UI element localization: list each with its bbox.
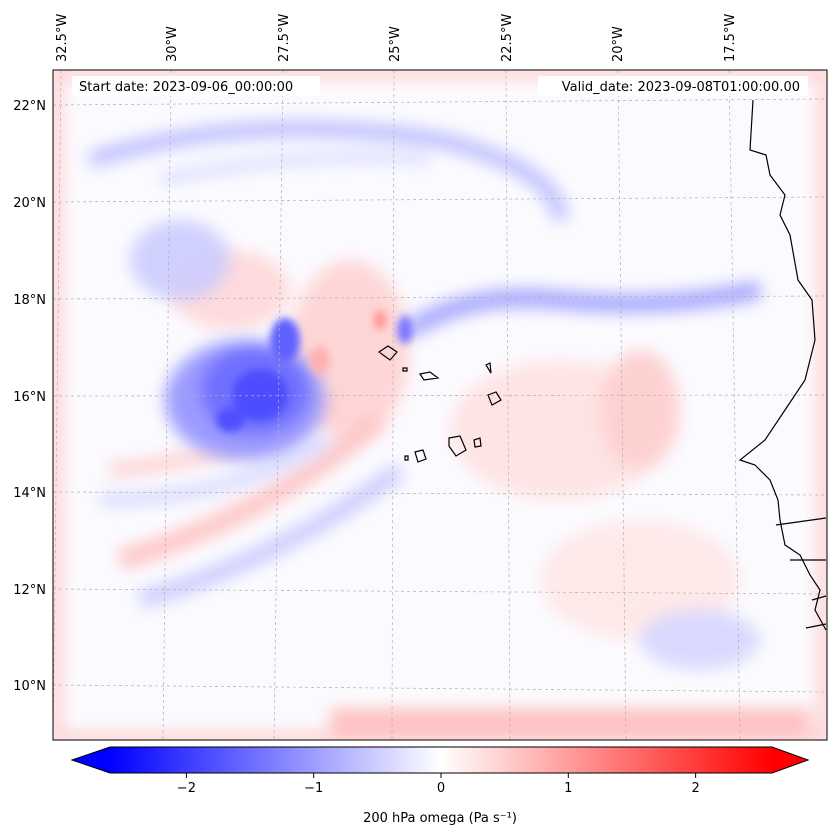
- lat-label-10N: 10°N: [13, 679, 46, 694]
- gridlines: [53, 70, 827, 740]
- lat-label-20N: 20°N: [13, 196, 46, 211]
- lon-label-25W: 25°W: [388, 26, 403, 62]
- lon-label-30W: 30°W: [165, 26, 180, 62]
- start-date-box: [72, 76, 320, 96]
- colorbar-tick-label: −1: [304, 781, 323, 796]
- colorbar-tick-label: 0: [437, 781, 445, 796]
- colorbar: −2 −1 0 1 2 200 hPa omega (Pa s⁻¹): [70, 746, 810, 826]
- colorbar-low-extension: [72, 747, 110, 773]
- lon-label-20W: 20°W: [611, 26, 626, 62]
- lat-label-14N: 14°N: [13, 486, 46, 501]
- colorbar-ticks: −2 −1 0 1 2: [177, 773, 700, 796]
- lat-label-22N: 22°N: [13, 99, 46, 114]
- lat-label-18N: 18°N: [13, 293, 46, 308]
- lon-label-32.5W: 32.5°W: [55, 14, 70, 62]
- lon-label-27.5W: 27.5°W: [277, 14, 292, 62]
- lat-labels: 22°N 20°N 18°N 16°N 14°N 12°N 10°N: [13, 99, 46, 694]
- colorbar-tick-label: 2: [691, 781, 699, 796]
- lon-labels: 32.5°W 30°W 27.5°W 25°W 22.5°W 20°W 17.5…: [55, 14, 738, 62]
- lon-label-17.5W: 17.5°W: [723, 14, 738, 62]
- lon-label-22.5W: 22.5°W: [500, 14, 515, 62]
- coastline: [377, 99, 827, 631]
- colorbar-body: [110, 747, 772, 773]
- colorbar-tick-label: 1: [564, 781, 572, 796]
- colorbar-outline: [70, 746, 810, 774]
- valid-date-box: [538, 76, 808, 96]
- start-date: Start date: 2023-09-06_00:00:00: [79, 80, 293, 95]
- colorbar-label: 200 hPa omega (Pa s⁻¹): [363, 811, 517, 826]
- colorbar-high-extension: [772, 747, 808, 773]
- lat-label-16N: 16°N: [13, 390, 46, 405]
- omega-field: [53, 70, 827, 740]
- valid-date: Valid_date: 2023-09-08T01:00:00.00: [562, 80, 800, 95]
- cape-verde-islands: [377, 345, 502, 463]
- lat-label-12N: 12°N: [13, 583, 46, 598]
- colorbar-tick-label: −2: [177, 781, 196, 796]
- map-frame: [52, 69, 828, 741]
